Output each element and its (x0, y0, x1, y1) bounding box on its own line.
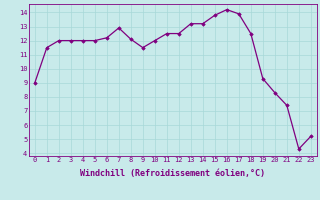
X-axis label: Windchill (Refroidissement éolien,°C): Windchill (Refroidissement éolien,°C) (80, 169, 265, 178)
